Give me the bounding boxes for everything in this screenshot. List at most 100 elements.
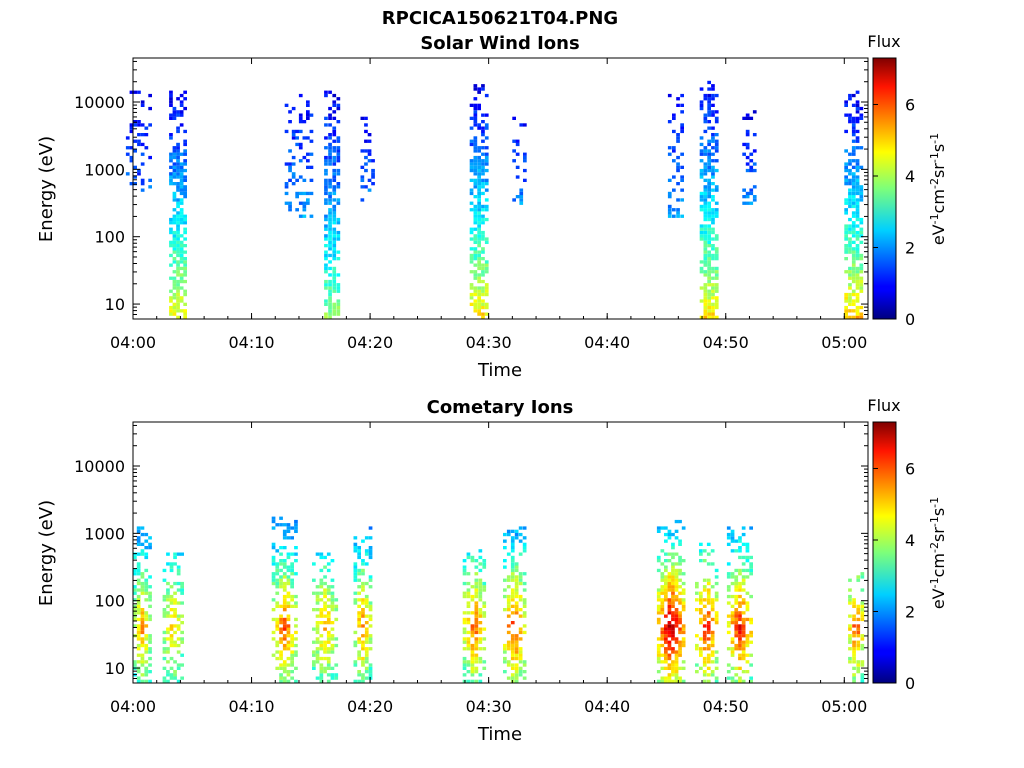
heatmap-cell	[328, 195, 332, 199]
heatmap-cell	[738, 634, 742, 638]
heatmap-cell	[482, 614, 487, 618]
heatmap-cell	[860, 604, 865, 608]
heatmap-cell	[172, 146, 177, 150]
heatmap-cell	[695, 647, 699, 651]
heatmap-cell	[726, 526, 731, 530]
heatmap-cell	[518, 653, 523, 657]
heatmap-cell	[282, 546, 287, 550]
heatmap-cell	[326, 604, 331, 608]
heatmap-cell	[484, 93, 489, 98]
heatmap-cell	[474, 679, 479, 683]
heatmap-cell	[282, 536, 287, 540]
heatmap-cell	[664, 637, 668, 641]
heatmap-cell	[298, 93, 303, 98]
heatmap-cell	[179, 172, 184, 176]
heatmap-cell	[364, 621, 369, 625]
heatmap-cell	[312, 650, 316, 654]
heatmap-cell	[368, 578, 373, 582]
heatmap-cell	[332, 244, 337, 248]
heatmap-cell	[176, 273, 180, 277]
heatmap-cell	[466, 604, 471, 608]
heatmap-cell	[510, 643, 515, 648]
heatmap-cell	[738, 546, 742, 550]
heatmap-cell	[518, 552, 523, 556]
heatmap-cell	[706, 594, 711, 599]
heatmap-cell	[477, 87, 481, 91]
heatmap-cell	[667, 585, 672, 589]
heatmap-cell	[137, 168, 141, 173]
heatmap-cell	[466, 552, 471, 556]
heatmap-cell	[183, 97, 187, 101]
heatmap-cell	[711, 165, 715, 169]
heatmap-cell	[859, 165, 864, 169]
heatmap-cell	[741, 640, 746, 644]
heatmap-cell	[336, 286, 341, 290]
heatmap-cell	[172, 296, 177, 300]
heatmap-cell	[706, 588, 711, 592]
heatmap-cell	[714, 591, 719, 595]
heatmap-cell	[162, 640, 167, 644]
heatmap-cell	[848, 292, 852, 297]
heatmap-cell	[180, 640, 184, 644]
heatmap-cell	[169, 637, 174, 641]
heatmap-cell	[664, 539, 668, 543]
heatmap-cell	[478, 611, 483, 615]
heatmap-cell	[860, 676, 865, 680]
heatmap-cell	[711, 305, 715, 310]
heatmap-cell	[315, 608, 320, 612]
heatmap-cell	[275, 581, 280, 586]
heatmap-cell	[275, 643, 280, 648]
heatmap-cell	[707, 276, 711, 280]
heatmap-cell	[136, 539, 141, 543]
heatmap-cell	[334, 598, 339, 602]
heatmap-cell	[364, 660, 369, 664]
heatmap-cell	[140, 611, 145, 615]
heatmap-cell	[855, 90, 860, 94]
heatmap-cell	[749, 555, 753, 560]
heatmap-cell	[469, 237, 474, 241]
heatmap-cell	[312, 653, 316, 657]
heatmap-cell	[332, 240, 337, 244]
heatmap-cell	[656, 621, 661, 625]
heatmap-cell	[183, 142, 187, 147]
heatmap-cell	[855, 100, 860, 104]
heatmap-cell	[664, 585, 668, 589]
heatmap-cell	[275, 640, 280, 644]
heatmap-cell	[681, 608, 686, 612]
heatmap-cell	[703, 129, 708, 134]
heatmap-cell	[856, 640, 861, 644]
heatmap-cell	[477, 217, 481, 222]
heatmap-cell	[671, 670, 675, 674]
heatmap-cell	[674, 663, 679, 667]
heatmap-cell	[144, 146, 149, 150]
heatmap-cell	[361, 581, 365, 586]
heatmap-cell	[176, 643, 181, 648]
heatmap-cell	[706, 581, 711, 586]
heatmap-cell	[364, 155, 368, 160]
y-tick-label: 100	[94, 228, 125, 247]
heatmap-cell	[852, 640, 856, 644]
heatmap-cell	[136, 679, 141, 683]
x-tick-label: 04:10	[228, 333, 274, 352]
heatmap-cell	[319, 640, 324, 644]
heatmap-cell	[176, 250, 180, 254]
heatmap-cell	[844, 100, 848, 104]
heatmap-cell	[711, 139, 715, 143]
heatmap-cell	[702, 617, 707, 622]
heatmap-cell	[667, 552, 672, 556]
heatmap-cell	[667, 608, 672, 612]
heatmap-cell	[462, 621, 467, 625]
heatmap-cell	[519, 123, 524, 127]
heatmap-cell	[512, 116, 516, 120]
heatmap-cell	[473, 106, 478, 111]
heatmap-cell	[473, 149, 478, 153]
heatmap-cell	[703, 204, 708, 209]
heatmap-cell	[848, 273, 852, 277]
colorbar	[872, 421, 897, 684]
heatmap-cell	[667, 676, 672, 680]
heatmap-cell	[518, 526, 523, 530]
heatmap-cell	[144, 643, 149, 648]
heatmap-cell	[711, 266, 715, 271]
heatmap-cell	[707, 110, 711, 114]
heatmap-cell	[286, 673, 291, 677]
